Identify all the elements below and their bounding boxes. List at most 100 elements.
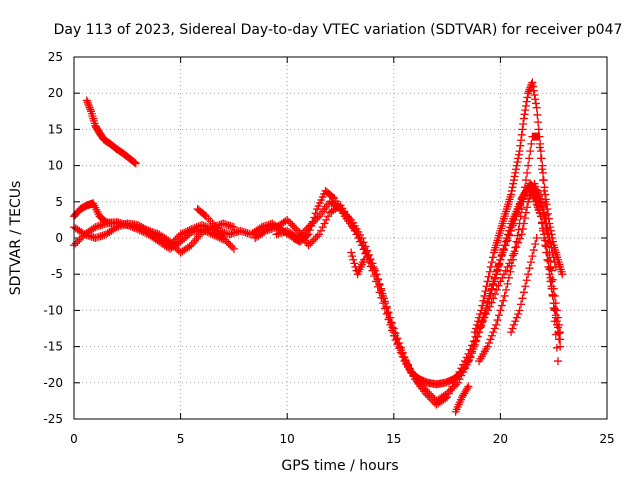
data-point <box>463 384 472 393</box>
data-point <box>290 223 299 232</box>
data-point <box>531 185 540 194</box>
data-point <box>446 386 455 395</box>
data-point <box>514 310 523 319</box>
data-point <box>547 277 556 286</box>
data-point <box>487 284 496 293</box>
data-point <box>515 147 524 156</box>
data-point <box>288 221 297 230</box>
data-point <box>521 208 530 217</box>
data-point <box>534 132 543 141</box>
data-point <box>286 219 295 228</box>
data-point <box>357 234 366 242</box>
data-point <box>324 212 333 221</box>
data-point <box>373 282 382 291</box>
data-point <box>405 364 414 373</box>
data-point <box>137 222 146 231</box>
data-point <box>494 262 503 271</box>
data-point <box>490 324 499 333</box>
data-point <box>425 393 434 402</box>
data-point <box>169 241 178 250</box>
data-point <box>512 237 521 246</box>
data-point <box>391 329 400 338</box>
data-point <box>509 320 518 329</box>
data-point <box>541 190 550 199</box>
data-point <box>537 165 546 174</box>
data-point <box>558 270 567 279</box>
data-point <box>528 252 537 261</box>
data-point <box>551 330 560 339</box>
data-point <box>519 114 528 123</box>
data-point <box>464 349 473 358</box>
data-point <box>370 272 379 281</box>
data-point <box>199 227 208 236</box>
data-point <box>529 246 538 255</box>
data-point <box>549 284 558 293</box>
data-point <box>309 235 318 244</box>
data-point <box>521 106 530 115</box>
data-point <box>509 179 518 188</box>
data-point <box>552 343 561 352</box>
data-point <box>89 224 98 233</box>
data-point <box>141 224 150 233</box>
data-point <box>450 378 459 387</box>
data-point <box>171 243 180 252</box>
data-point <box>541 214 550 223</box>
data-point <box>368 266 377 275</box>
data-point <box>386 320 395 329</box>
data-point <box>513 157 522 166</box>
data-point <box>84 100 93 109</box>
data-point <box>508 183 517 192</box>
data-point <box>521 282 530 291</box>
data-point <box>536 147 545 156</box>
data-point <box>491 273 500 282</box>
data-point <box>402 357 411 366</box>
data-point <box>457 364 466 373</box>
data-point <box>389 324 398 333</box>
data-point <box>255 224 264 233</box>
data-point <box>316 226 325 235</box>
data-point <box>493 316 502 325</box>
data-point <box>526 147 535 156</box>
y-tick-label: 5 <box>55 195 63 209</box>
data-point <box>478 301 487 310</box>
data-point <box>375 281 384 290</box>
data-point <box>486 262 495 271</box>
data-point <box>495 259 504 268</box>
data-point <box>302 224 311 233</box>
data-point <box>200 211 209 220</box>
data-point <box>284 217 293 226</box>
data-point <box>400 353 409 362</box>
data-point <box>83 98 92 107</box>
data-point <box>328 192 337 201</box>
y-axis-title: SDTVAR / TECUs <box>8 181 24 296</box>
data-point <box>491 290 500 299</box>
data-point <box>518 125 527 134</box>
data-point <box>512 313 521 322</box>
data-point <box>476 310 485 319</box>
data-point <box>497 301 506 310</box>
y-tick-label: 0 <box>55 231 63 245</box>
data-point <box>219 235 228 244</box>
x-tick-label: 20 <box>493 432 508 446</box>
data-point <box>514 150 523 159</box>
data-point <box>533 110 542 119</box>
data-point <box>517 136 526 145</box>
data-point <box>320 219 329 228</box>
data-point <box>131 159 140 168</box>
data-point <box>395 338 404 347</box>
data-point <box>510 249 519 258</box>
data-point <box>370 264 379 273</box>
data-point <box>503 262 512 271</box>
data-point <box>336 205 345 214</box>
data-point <box>507 328 516 337</box>
data-point <box>304 230 313 239</box>
data-point <box>308 219 317 228</box>
data-point <box>84 101 93 110</box>
data-point <box>511 243 520 252</box>
data-point <box>480 291 489 300</box>
data-point <box>173 244 182 253</box>
data-point <box>487 298 496 307</box>
x-axis-title: GPS time / hours <box>281 458 398 474</box>
data-point <box>176 230 185 239</box>
